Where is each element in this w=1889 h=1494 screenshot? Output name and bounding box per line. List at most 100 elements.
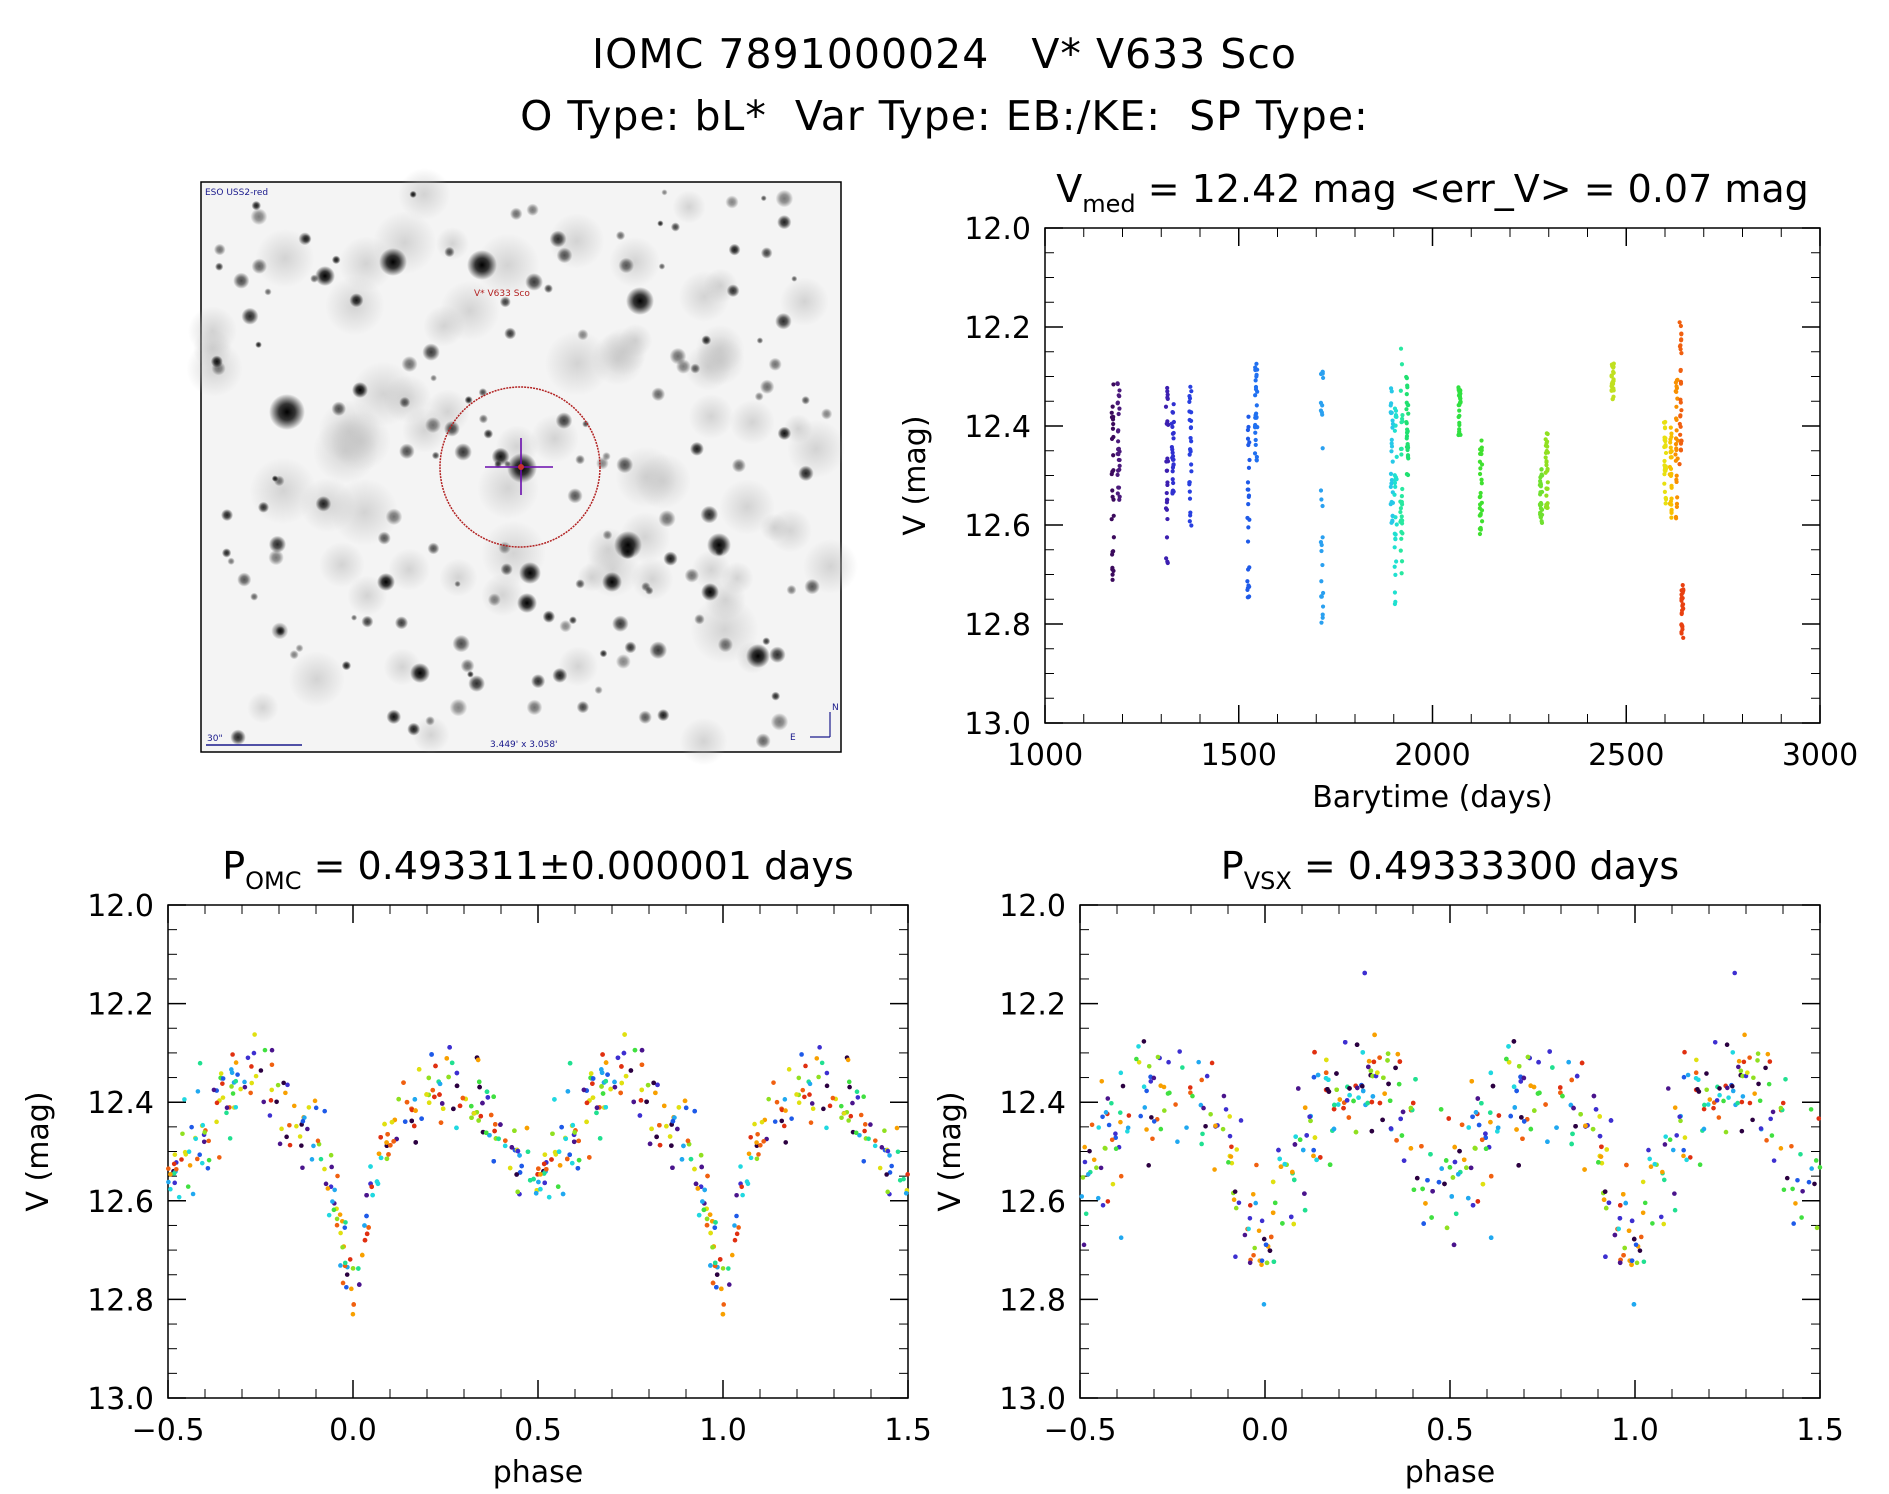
field-star bbox=[268, 535, 287, 553]
field-star bbox=[791, 275, 798, 282]
field-star bbox=[454, 443, 472, 461]
field-star bbox=[602, 451, 611, 461]
field-star bbox=[731, 458, 746, 473]
field-star bbox=[760, 247, 773, 259]
figure-title: IOMC 7891000024 V* V633 Sco bbox=[592, 30, 1297, 78]
field-star bbox=[220, 509, 234, 522]
sky-background-blob bbox=[288, 651, 345, 708]
field-star bbox=[377, 531, 391, 545]
field-star bbox=[468, 675, 486, 692]
sky-background-blob bbox=[631, 558, 674, 601]
sky-background-blob bbox=[609, 236, 661, 288]
field-star bbox=[352, 382, 368, 398]
sky-background-blob bbox=[347, 575, 388, 616]
sky-background-blob bbox=[688, 393, 734, 440]
sky-background-blob bbox=[690, 596, 759, 664]
field-star bbox=[717, 637, 734, 653]
field-star bbox=[620, 544, 636, 560]
sky-background-blob bbox=[388, 548, 431, 591]
field-star bbox=[422, 343, 440, 361]
field-star bbox=[386, 709, 402, 725]
sky-background-blob bbox=[249, 457, 317, 525]
field-star bbox=[568, 616, 577, 625]
field-star bbox=[519, 562, 541, 584]
field-star bbox=[341, 660, 352, 671]
field-star bbox=[576, 700, 590, 714]
field-star bbox=[555, 412, 573, 429]
field-star bbox=[444, 246, 455, 258]
field-star bbox=[567, 488, 583, 504]
sky-background-blob bbox=[719, 479, 775, 535]
field-star bbox=[331, 401, 347, 417]
field-star bbox=[289, 650, 299, 660]
field-star bbox=[651, 387, 666, 402]
field-star bbox=[746, 644, 770, 668]
field-star bbox=[694, 613, 705, 625]
field-star bbox=[483, 429, 494, 439]
field-star bbox=[615, 654, 631, 669]
field-star bbox=[701, 583, 719, 601]
sky-background-blob bbox=[475, 233, 540, 298]
sky-background-blob bbox=[319, 541, 365, 588]
field-star bbox=[754, 392, 764, 401]
field-star bbox=[675, 359, 691, 374]
field-star bbox=[487, 593, 501, 607]
field-star bbox=[525, 273, 544, 291]
field-star bbox=[552, 667, 568, 683]
field-star bbox=[498, 541, 511, 555]
field-star bbox=[509, 207, 523, 221]
field-star bbox=[760, 195, 767, 202]
field-star bbox=[211, 361, 226, 376]
field-star bbox=[454, 580, 461, 588]
sky-background-blob bbox=[695, 324, 745, 374]
sky-background-blob bbox=[691, 550, 731, 590]
field-star bbox=[409, 190, 417, 198]
field-star bbox=[602, 572, 622, 592]
field-star bbox=[424, 417, 442, 434]
field-star bbox=[670, 222, 681, 232]
field-star bbox=[798, 465, 814, 482]
sky-background-blob bbox=[780, 277, 829, 327]
field-star bbox=[769, 646, 786, 663]
field-star bbox=[410, 663, 430, 683]
finder-target-label: V* V633 Sco bbox=[474, 289, 530, 299]
field-star bbox=[221, 548, 232, 558]
field-star bbox=[594, 685, 603, 695]
field-star bbox=[549, 230, 567, 248]
field-star bbox=[431, 451, 440, 460]
field-star bbox=[612, 615, 629, 632]
field-star bbox=[213, 243, 226, 256]
field-star bbox=[777, 214, 792, 230]
field-star bbox=[499, 296, 511, 308]
field-star bbox=[349, 293, 364, 308]
sky-background-blob bbox=[635, 453, 691, 510]
field-star bbox=[626, 287, 654, 315]
field-star bbox=[298, 232, 312, 246]
sky-background-blob bbox=[544, 330, 611, 396]
field-star bbox=[661, 189, 668, 196]
field-star bbox=[517, 593, 537, 613]
field-star bbox=[755, 733, 771, 749]
fov-label: 3.449' x 3.058' bbox=[490, 740, 558, 750]
sky-background-blob bbox=[679, 717, 728, 766]
field-star bbox=[820, 408, 833, 420]
sky-background-blob bbox=[439, 558, 478, 597]
field-star bbox=[399, 396, 411, 408]
field-star bbox=[460, 658, 475, 673]
sky-background-blob bbox=[767, 508, 813, 553]
sky-background-blob bbox=[412, 716, 450, 754]
field-star bbox=[615, 230, 626, 241]
field-star bbox=[394, 616, 409, 630]
field-star bbox=[658, 263, 666, 270]
field-star bbox=[526, 699, 543, 716]
field-star bbox=[658, 509, 676, 528]
field-star bbox=[657, 709, 670, 722]
sky-background-blob bbox=[729, 399, 775, 445]
field-star bbox=[449, 698, 468, 717]
field-star bbox=[401, 355, 418, 373]
field-star bbox=[430, 374, 438, 382]
field-star bbox=[331, 255, 341, 265]
field-star bbox=[801, 395, 810, 405]
